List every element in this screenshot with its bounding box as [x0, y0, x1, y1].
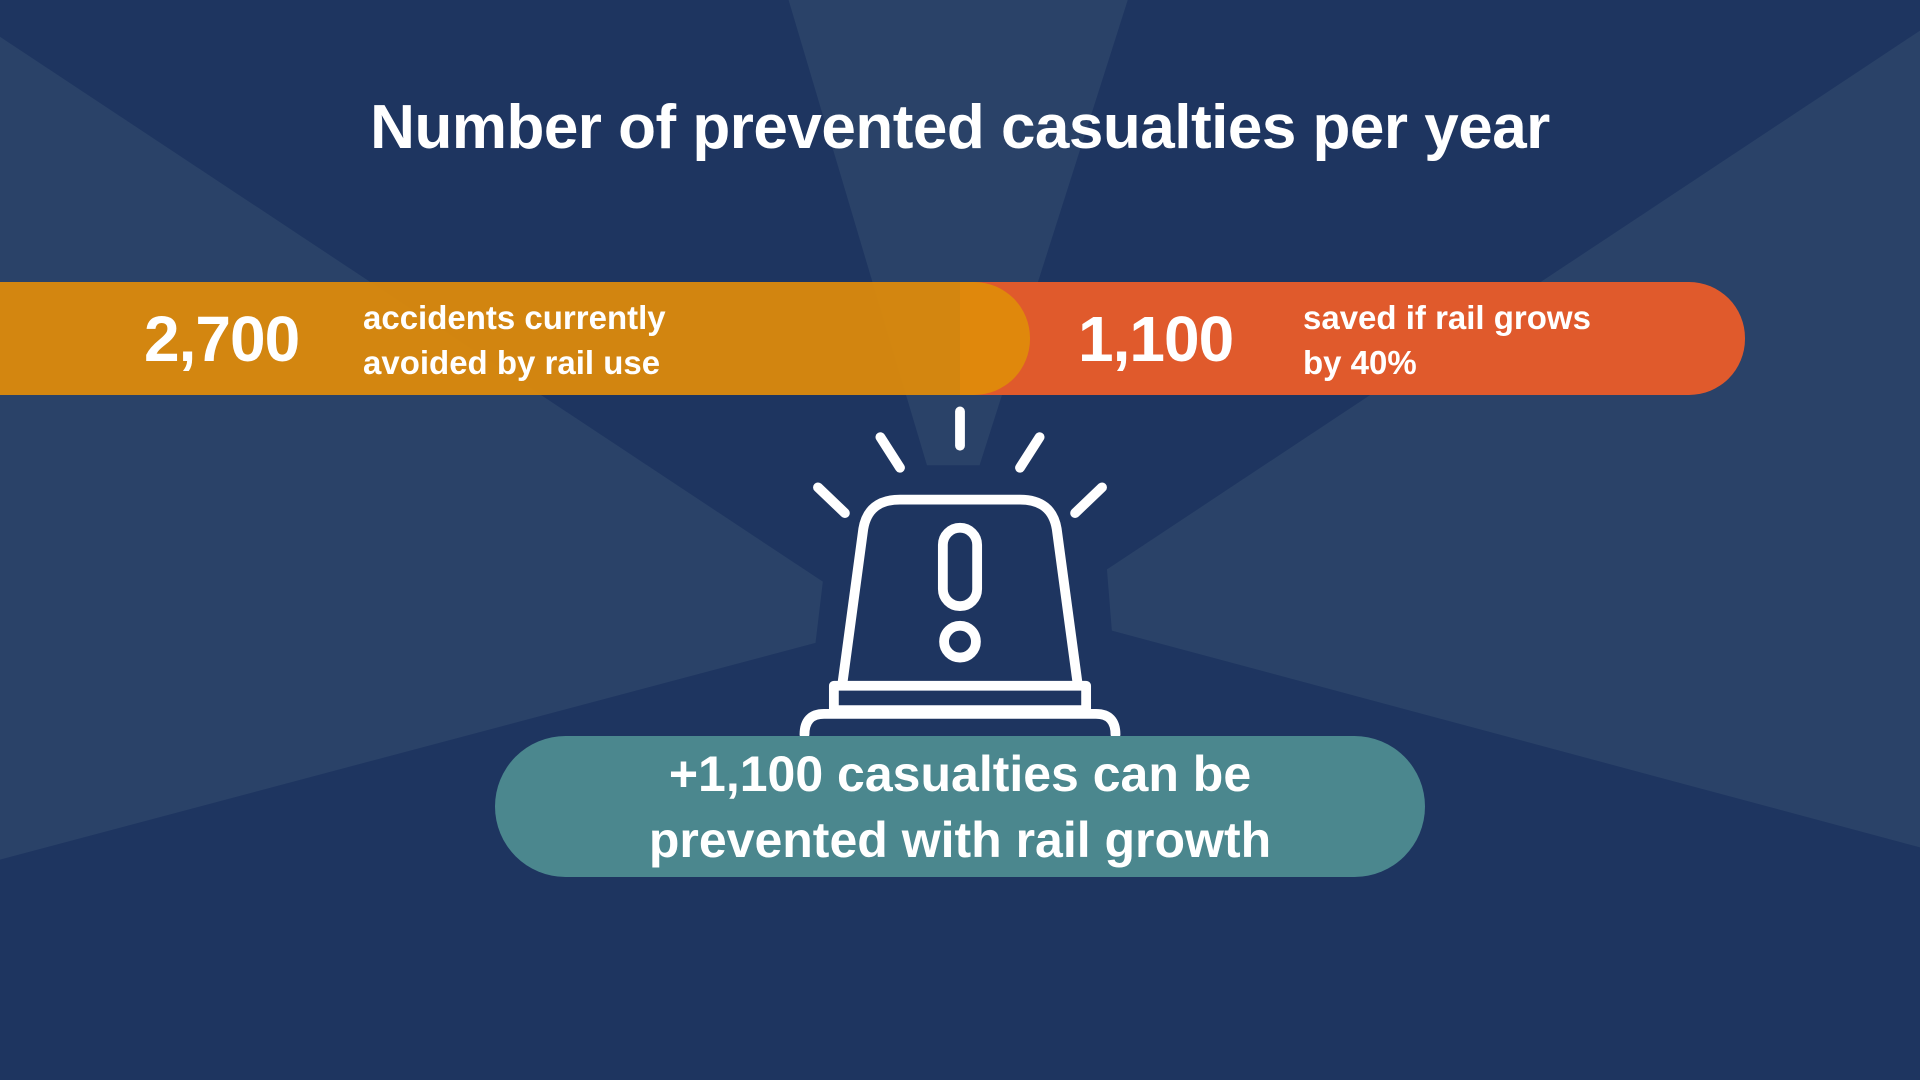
growth-label-line1: saved if rail grows [1303, 299, 1591, 336]
current-value: 2,700 [144, 303, 300, 375]
ray-left [0, 36, 823, 860]
growth-label-line2: by 40% [1303, 344, 1417, 381]
summary-line2: prevented with rail growth [648, 811, 1272, 868]
current-avoided-banner: 2,700 accidents currently avoided by rai… [0, 282, 1030, 395]
ray-top [788, 0, 1128, 466]
ray-right [1106, 30, 1920, 848]
current-label: accidents currently avoided by rail use [363, 295, 666, 385]
page-title: Number of prevented casualties per year [370, 93, 1550, 162]
growth-value: 1,100 [1078, 303, 1234, 375]
current-label-line1: accidents currently [363, 299, 666, 336]
growth-saved-banner: 1,100 saved if rail grows by 40% [960, 282, 1745, 395]
summary-pill: +1,100 casualties can be prevented with … [495, 736, 1425, 877]
summary-line1: +1,100 casualties can be [668, 745, 1252, 802]
siren-alert-icon [799, 406, 1121, 740]
current-label-line2: avoided by rail use [363, 344, 661, 381]
growth-label: saved if rail grows by 40% [1303, 295, 1591, 385]
